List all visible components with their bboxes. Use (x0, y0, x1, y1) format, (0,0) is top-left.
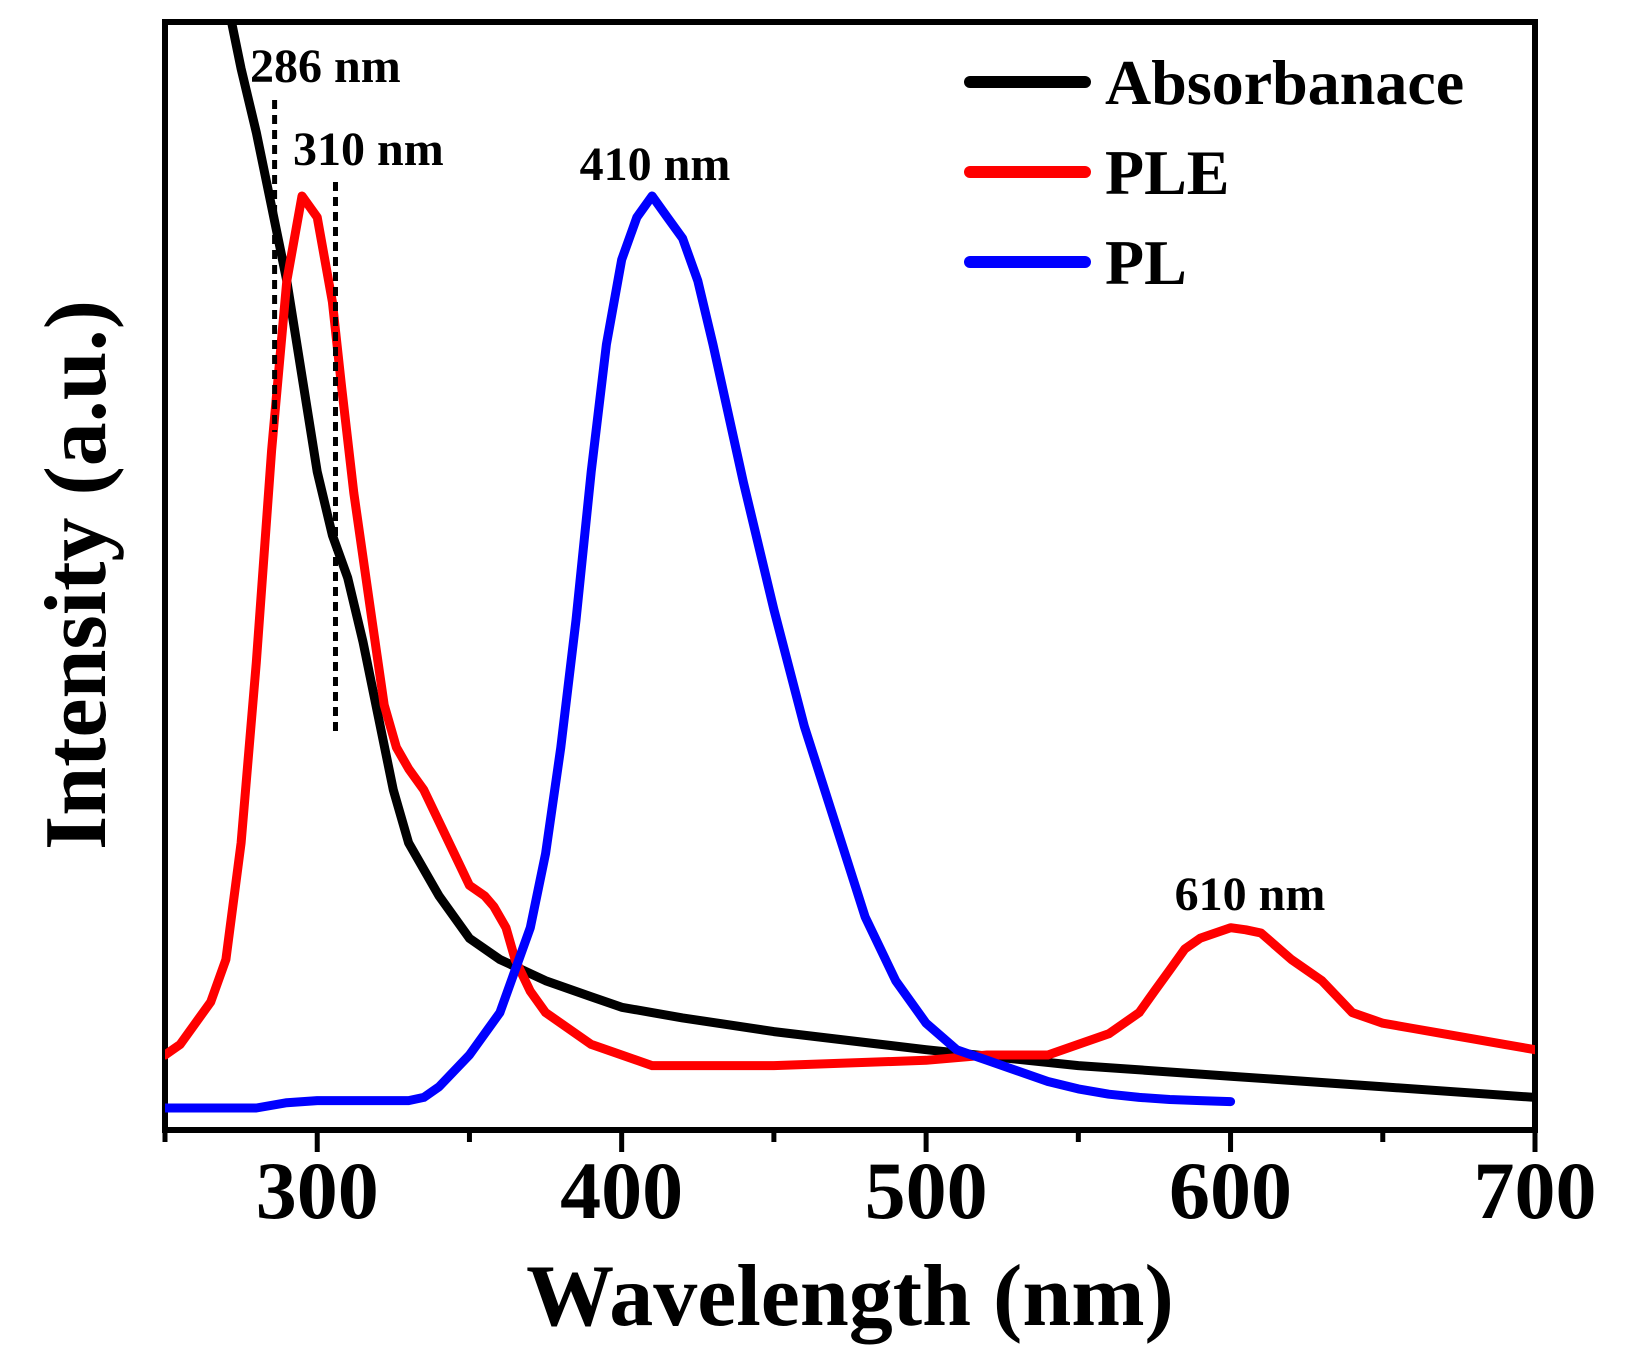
legend: Absorbanace PLE PL (964, 47, 1464, 298)
legend-item-ple: PLE (964, 137, 1229, 208)
y-axis-title: Intensity (a.u.) (28, 300, 125, 850)
legend-label-pl: PL (1105, 227, 1187, 298)
legend-label-absorbanace: Absorbanace (1105, 47, 1464, 118)
x-tick-label-400: 400 (560, 1145, 683, 1236)
series-layer (165, 22, 1535, 1113)
guide-layer (272, 100, 338, 735)
legend-item-pl: PL (964, 227, 1187, 298)
x-tick-label-300: 300 (256, 1145, 379, 1236)
x-tick-label-700: 700 (1474, 1145, 1597, 1236)
annotation-410-nm: 410 nm (580, 138, 731, 191)
plot-area: 286 nm 310 nm 410 nm 610 nm (162, 19, 1538, 1133)
x-tick-label-500: 500 (865, 1145, 988, 1236)
x-tick-label-600: 600 (1169, 1145, 1292, 1236)
annotation-286-nm: 286 nm (250, 40, 401, 93)
x-axis: 300 400 500 600 700 (162, 1130, 1597, 1236)
legend-item-absorbanace: Absorbanace (964, 47, 1464, 118)
legend-label-ple: PLE (1105, 137, 1229, 208)
plot-frame (162, 19, 1538, 1133)
annotation-layer: 286 nm 310 nm 410 nm 610 nm (250, 40, 1325, 921)
annotation-610-nm: 610 nm (1175, 868, 1326, 921)
x-axis-title: Wavelength (nm) (526, 1248, 1174, 1345)
annotation-310-nm: 310 nm (293, 123, 444, 176)
series-line-ple (165, 191, 1535, 1071)
series-line-pl (165, 191, 1236, 1113)
